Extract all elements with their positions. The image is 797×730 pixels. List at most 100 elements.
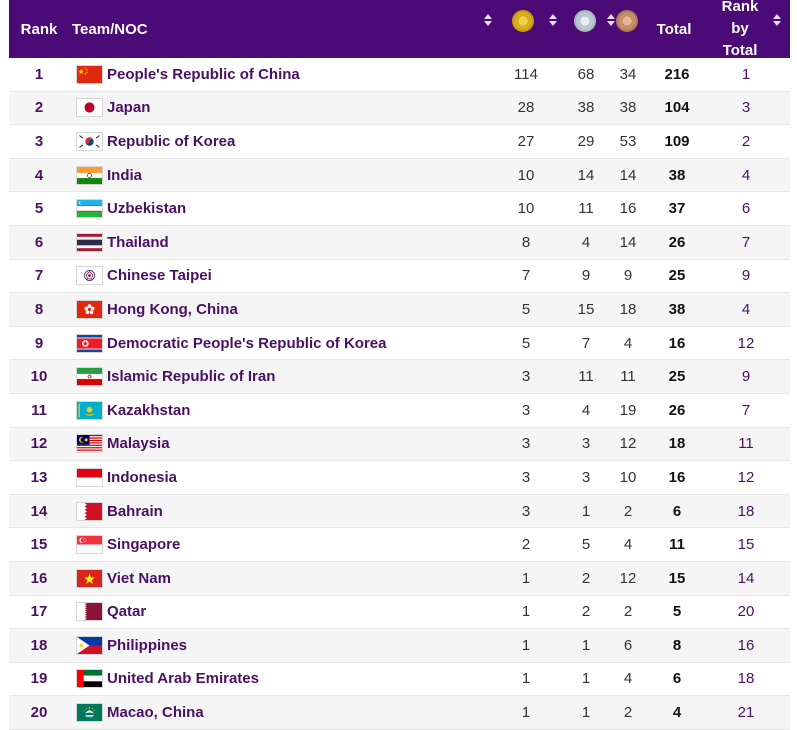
total-count: 18 [668, 435, 686, 453]
total-count: 25 [668, 368, 686, 386]
gold-medal-icon [512, 10, 534, 32]
gold-count: 5 [521, 334, 531, 352]
team-name-link[interactable]: Islamic Republic of Iran [107, 368, 276, 386]
table-row: 11 Kazakhstan 3 4 19 26 7 [9, 394, 790, 428]
total-count: 26 [668, 233, 686, 251]
bronze-count: 18 [619, 300, 637, 318]
team-name-link[interactable]: Hong Kong, China [107, 300, 238, 318]
sort-silver-icon[interactable] [607, 14, 615, 28]
rank-cell: 8 [34, 300, 44, 318]
gold-count: 1 [521, 704, 531, 722]
bronze-count: 4 [623, 536, 633, 554]
bh-flag-icon [76, 495, 104, 528]
bronze-count: 53 [619, 132, 637, 150]
sort-gold-icon[interactable] [549, 14, 557, 28]
rank-cell: 15 [30, 536, 48, 554]
team-name-link[interactable]: Bahrain [107, 502, 163, 520]
sort-team-icon[interactable] [484, 14, 492, 28]
team-name-link[interactable]: People's Republic of China [107, 65, 300, 83]
rank-by-total-cell: 3 [741, 99, 751, 117]
total-count: 8 [672, 636, 682, 654]
team-name-link[interactable]: United Arab Emirates [107, 670, 259, 688]
rank-by-total-line: Total [722, 42, 758, 59]
team-name-link[interactable]: Democratic People's Republic of Korea [107, 334, 387, 352]
total-column-header[interactable]: Total [656, 20, 692, 38]
rank-by-total-cell: 4 [741, 166, 751, 184]
table-row: 17 Qatar 1 2 2 5 20 [9, 596, 790, 630]
gold-count: 1 [521, 603, 531, 621]
bronze-count: 10 [619, 468, 637, 486]
gold-count: 1 [521, 670, 531, 688]
rank-cell: 4 [34, 166, 44, 184]
table-row: 20 Macao, China 1 1 2 4 21 [9, 696, 790, 730]
rank-by-total-cell: 11 [738, 435, 754, 453]
rank-cell: 9 [34, 334, 44, 352]
table-row: 13 Indonesia 3 3 10 16 12 [9, 461, 790, 495]
team-name-link[interactable]: Singapore [107, 536, 181, 554]
table-header: Rank Team/NOC Total Rank by Total [9, 0, 790, 59]
gold-count: 3 [521, 401, 531, 419]
rank-column-header[interactable]: Rank [20, 20, 58, 38]
team-name-link[interactable]: Chinese Taipei [107, 267, 212, 285]
team-name-link[interactable]: Uzbekistan [107, 200, 187, 218]
rank-by-total-cell: 2 [741, 132, 751, 150]
rank-by-total-cell: 4 [741, 300, 751, 318]
gold-count: 28 [517, 99, 535, 117]
bronze-count: 6 [623, 636, 633, 654]
table-row: 19 United Arab Emirates 1 1 4 6 18 [9, 663, 790, 697]
total-count: 104 [664, 99, 690, 117]
team-name-link[interactable]: Qatar [107, 603, 147, 621]
silver-count: 68 [577, 65, 595, 83]
total-count: 37 [668, 200, 686, 218]
bronze-count: 14 [619, 233, 637, 251]
rank-cell: 1 [34, 65, 44, 83]
silver-count: 11 [578, 368, 594, 386]
silver-count: 2 [581, 569, 591, 587]
table-row: 3 Republic of Korea 27 29 53 109 2 [9, 125, 790, 159]
rank-by-total-cell: 18 [737, 670, 755, 688]
medal-table: Rank Team/NOC Total Rank by Total 1 Peopl… [9, 0, 790, 730]
team-name-link[interactable]: Kazakhstan [107, 401, 191, 419]
hk-flag-icon [76, 293, 104, 326]
total-count: 109 [664, 132, 690, 150]
rank-by-total-cell: 6 [741, 200, 751, 218]
rank-by-total-line: by [731, 20, 749, 37]
silver-count: 38 [577, 99, 595, 117]
rank-by-total-cell: 9 [741, 267, 751, 285]
total-count: 16 [668, 334, 686, 352]
team-column-header[interactable]: Team/NOC [72, 20, 148, 38]
table-row: 6 Thailand 8 4 14 26 7 [9, 225, 790, 260]
gold-count: 3 [521, 435, 531, 453]
sort-rank-by-total-icon[interactable] [773, 14, 781, 28]
bronze-medal-icon [616, 10, 638, 32]
kr-flag-icon [76, 125, 104, 158]
gold-count: 3 [521, 468, 531, 486]
silver-count: 4 [581, 401, 591, 419]
total-count: 6 [672, 502, 682, 520]
team-name-link[interactable]: Japan [107, 99, 151, 117]
silver-medal-icon [574, 10, 596, 32]
team-name-link[interactable]: Macao, China [107, 704, 204, 722]
total-count: 15 [668, 569, 686, 587]
team-name-link[interactable]: Thailand [107, 233, 169, 251]
table-row: 7 Chinese Taipei 7 9 9 25 9 [9, 260, 790, 294]
bronze-count: 2 [623, 502, 633, 520]
rank-cell: 12 [30, 435, 48, 453]
team-name-link[interactable]: India [107, 166, 143, 184]
bronze-count: 12 [619, 569, 637, 587]
silver-count: 1 [581, 670, 591, 688]
team-name-link[interactable]: Indonesia [107, 468, 178, 486]
team-name-link[interactable]: Viet Nam [107, 569, 171, 587]
rank-cell: 11 [31, 401, 47, 419]
total-count: 38 [668, 166, 686, 184]
kp-flag-icon [76, 327, 104, 360]
team-name-link[interactable]: Republic of Korea [107, 132, 236, 150]
total-count: 11 [669, 536, 685, 554]
team-name-link[interactable]: Philippines [107, 636, 188, 654]
total-count: 5 [672, 603, 682, 621]
ph-flag-icon [76, 629, 104, 662]
team-name-link[interactable]: Malaysia [107, 435, 170, 453]
table-row: 8 Hong Kong, China 5 15 18 38 4 [9, 293, 790, 327]
rank-by-total-column-header[interactable]: Rank by Total [709, 0, 771, 59]
silver-count: 5 [581, 536, 591, 554]
